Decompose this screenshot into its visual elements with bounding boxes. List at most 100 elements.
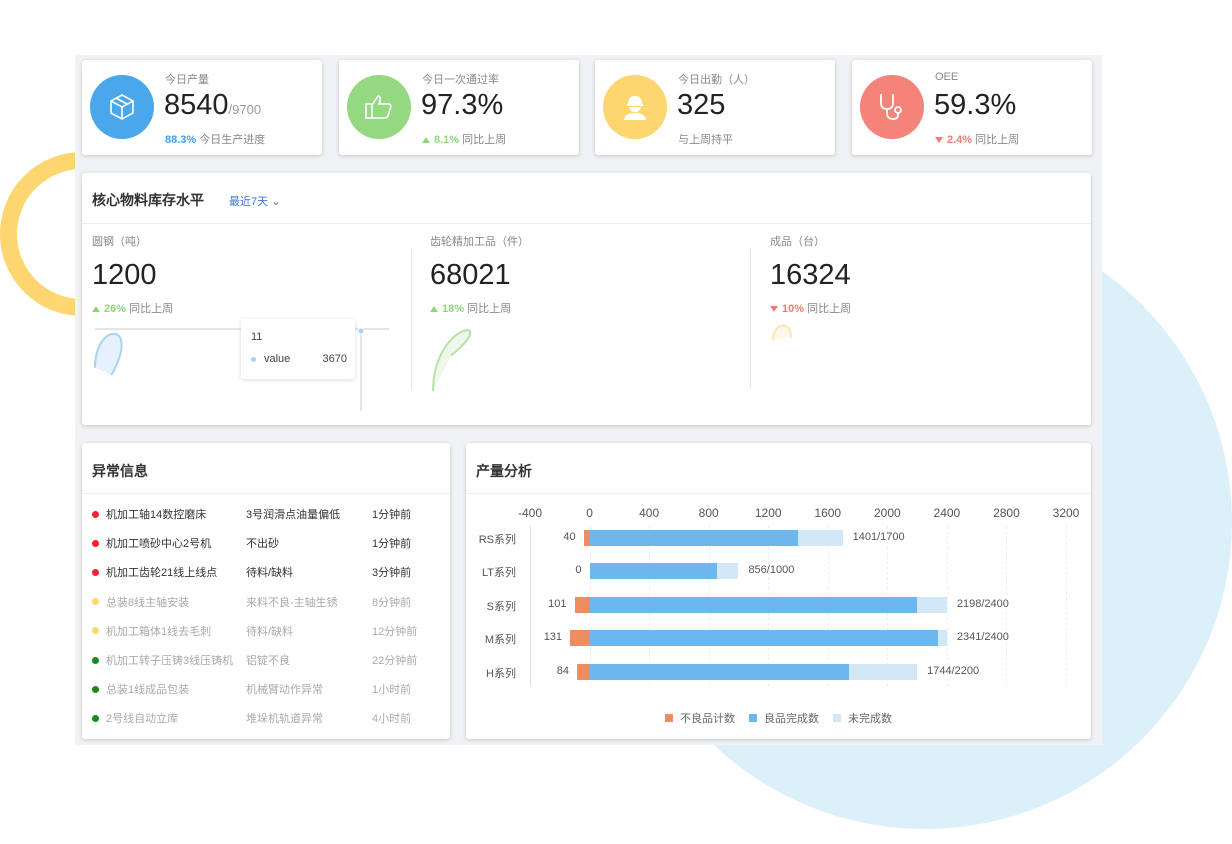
kpi-card: 今日产量 8540/9700 88.3% 今日生产进度 bbox=[82, 60, 322, 155]
sparkline-chart[interactable] bbox=[772, 321, 1067, 409]
legend-swatch bbox=[749, 714, 757, 722]
completion-data-label: 1401/1700 bbox=[852, 531, 905, 543]
bar-good[interactable] bbox=[589, 596, 917, 613]
inventory-item: 圆钢（吨） 1200 26% 同比上周 bbox=[92, 236, 174, 315]
defect-data-label: 0 bbox=[575, 564, 582, 577]
bar-defect[interactable] bbox=[570, 630, 590, 647]
sparkline-area bbox=[95, 333, 122, 376]
y-category-label: LT系列 bbox=[481, 567, 516, 580]
divider bbox=[750, 249, 751, 389]
thumbs-up-icon bbox=[347, 75, 411, 139]
kpi-value: 325 bbox=[677, 89, 726, 121]
inventory-title: 核心物料库存水平 bbox=[92, 192, 204, 208]
bar-unfinished[interactable] bbox=[798, 530, 843, 546]
bar-defect[interactable] bbox=[574, 596, 590, 613]
completion-data-label: 856/1000 bbox=[748, 564, 795, 577]
x-tick-label: 1600 bbox=[814, 506, 842, 520]
divider bbox=[411, 249, 412, 389]
sparkline-area bbox=[433, 330, 471, 392]
x-tick-label: 2400 bbox=[933, 506, 961, 520]
kpi-value: 8540/9700 bbox=[164, 89, 262, 121]
legend: 不良品计数 良品完成数 未完成数 bbox=[466, 710, 1091, 726]
legend-item[interactable]: 良品完成数 bbox=[749, 710, 819, 726]
bar-unfinished[interactable] bbox=[849, 663, 918, 680]
arrow-down-icon bbox=[770, 306, 778, 312]
y-category-label: H系列 bbox=[486, 667, 516, 680]
sparkline-line bbox=[432, 329, 472, 392]
status-dot bbox=[92, 627, 99, 635]
range-select[interactable]: 最近7天 ⌄ bbox=[229, 196, 281, 208]
alert-row[interactable]: 2号线自动立库 堆垛机轨道异常 4小时前 bbox=[92, 709, 411, 727]
status-dot bbox=[92, 656, 99, 664]
x-tick-label: 2000 bbox=[873, 506, 901, 520]
alert-row[interactable]: 机加工轴14数控磨床 3号润滑点油量偏低 1分钟前 bbox=[92, 505, 411, 523]
x-tick-label: -400 bbox=[517, 506, 543, 520]
bar-good[interactable] bbox=[589, 630, 939, 647]
completion-data-label: 1744/2200 bbox=[927, 664, 980, 677]
kpi-card: 今日出勤（人） 325 与上周持平 bbox=[595, 60, 835, 155]
series-dot bbox=[251, 356, 256, 362]
alert-row[interactable]: 总装1线成品包装 机械臂动作异常 1小时前 bbox=[92, 680, 411, 698]
status-dot bbox=[92, 539, 99, 547]
alert-row[interactable]: 机加工齿轮21线上线点 待料/缺料 3分钟前 bbox=[92, 563, 411, 581]
inventory-panel: 核心物料库存水平 最近7天 ⌄ 圆钢（吨） 1200 26% 同比上周 齿轮精加… bbox=[82, 173, 1091, 425]
bar-unfinished[interactable] bbox=[916, 596, 947, 613]
arrow-down-icon bbox=[935, 137, 943, 143]
bar-defect[interactable] bbox=[577, 663, 590, 680]
kpi-value: 97.3% bbox=[421, 89, 504, 121]
alert-row[interactable]: 总装8线主轴安装 来料不良-主轴生锈 8分钟前 bbox=[92, 593, 411, 611]
kpi-label: 今日出勤（人） bbox=[678, 74, 755, 86]
x-tick-label: 3200 bbox=[1052, 506, 1080, 520]
kpi-label: 今日产量 bbox=[165, 74, 209, 86]
bar-unfinished[interactable] bbox=[717, 563, 739, 580]
cube-icon bbox=[90, 75, 154, 139]
bar-good[interactable] bbox=[589, 530, 799, 546]
legend-item[interactable]: 不良品计数 bbox=[665, 710, 735, 726]
bar-defect[interactable] bbox=[583, 530, 590, 546]
defect-data-label: 101 bbox=[548, 597, 567, 610]
sparkline-chart[interactable] bbox=[432, 321, 727, 409]
kpi-change: 8.1% 同比上周 bbox=[422, 131, 506, 147]
status-dot bbox=[92, 685, 99, 693]
x-tick-label: 400 bbox=[639, 506, 660, 520]
inventory-item: 齿轮精加工品（件） 68021 18% 同比上周 bbox=[430, 236, 529, 315]
bar-unfinished[interactable] bbox=[938, 630, 947, 647]
alert-row[interactable]: 机加工喷砂中心2号机 不出砂 1分钟前 bbox=[92, 534, 411, 552]
kpi-card: OEE 59.3% 2.4% 同比上周 bbox=[852, 60, 1092, 155]
legend-swatch bbox=[833, 714, 841, 722]
alert-row[interactable]: 机加工转子压铸3线压铸机 铝锭不良 22分钟前 bbox=[92, 651, 417, 669]
kpi-value: 59.3% bbox=[934, 89, 1017, 121]
gridline bbox=[946, 526, 948, 686]
status-dot bbox=[92, 568, 99, 576]
stethoscope-icon bbox=[860, 75, 924, 139]
completion-data-label: 2198/2400 bbox=[956, 597, 1009, 610]
production-title: 产量分析 bbox=[476, 463, 532, 479]
x-tick-label: 2800 bbox=[993, 506, 1020, 520]
alert-row[interactable]: 机加工箱体1线去毛刺 待料/缺料 12分钟前 bbox=[92, 622, 417, 640]
kpi-card: 今日一次通过率 97.3% 8.1% 同比上周 bbox=[339, 60, 579, 155]
arrow-up-icon bbox=[92, 306, 100, 312]
status-dot bbox=[92, 598, 99, 606]
kpi-label: 今日一次通过率 bbox=[422, 74, 499, 86]
gridline bbox=[1006, 526, 1008, 686]
chevron-down-icon: ⌄ bbox=[271, 196, 281, 208]
bar-good[interactable] bbox=[589, 563, 717, 580]
production-panel: 产量分析 -400 0 400 800 1200 1600 2000 2400 2800 3200… bbox=[466, 443, 1091, 739]
legend-item[interactable]: 未完成数 bbox=[833, 710, 892, 726]
status-dot bbox=[92, 510, 99, 518]
kpi-change: 与上周持平 bbox=[678, 134, 733, 146]
y-axis bbox=[530, 526, 531, 686]
defect-data-label: 40 bbox=[563, 531, 576, 543]
gridline bbox=[1066, 526, 1067, 686]
y-category-label: RS系列 bbox=[478, 534, 516, 546]
x-tick-label: 0 bbox=[586, 506, 593, 520]
arrow-up-icon bbox=[430, 306, 438, 312]
alerts-panel: 异常信息 机加工轴14数控磨床 3号润滑点油量偏低 1分钟前 机加工喷砂中心2号… bbox=[82, 443, 450, 739]
inventory-item: 成品（台） 16324 10% 同比上周 bbox=[770, 236, 852, 315]
defect-data-label: 84 bbox=[556, 664, 570, 677]
status-dot bbox=[92, 714, 99, 722]
y-category-label: S系列 bbox=[486, 600, 516, 613]
bar-good[interactable] bbox=[589, 663, 850, 680]
chart-tooltip: 11 value 3670 bbox=[241, 319, 355, 379]
kpi-change: 2.4% 同比上周 bbox=[935, 131, 1019, 147]
